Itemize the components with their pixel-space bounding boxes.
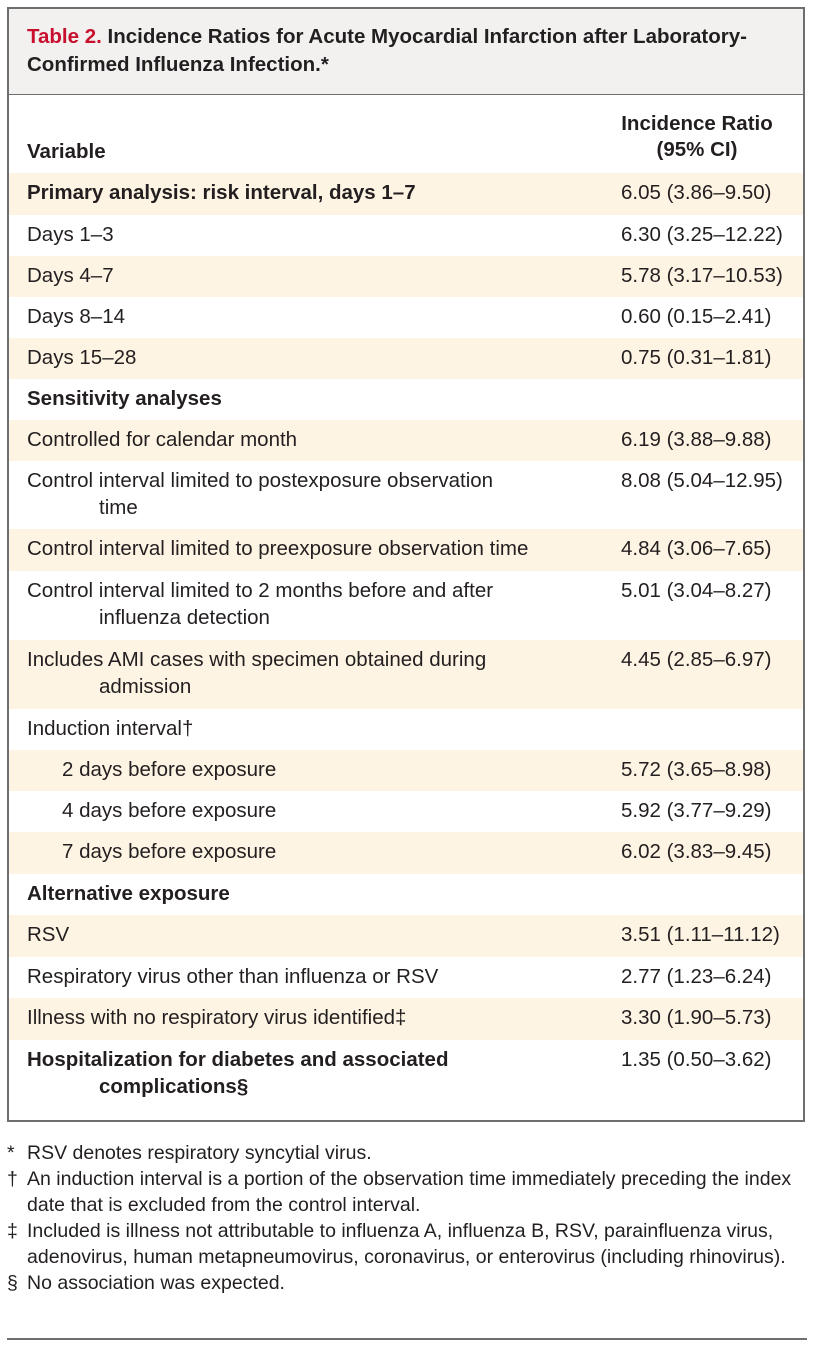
table-row: Primary analysis: risk interval, days 1–… [9,173,803,215]
row-value: 3.51 (1.11–11.12) [621,923,780,946]
column-header-ir-line1: Incidence Ratio [621,112,773,135]
column-header-incidence-ratio: Incidence Ratio (95% CI) [605,111,789,163]
row-label-line2: time [99,496,138,519]
table-frame: Table 2. Incidence Ratios for Acute Myoc… [7,7,805,1122]
column-header-variable: Variable [27,140,106,163]
row-label-line2: influenza detection [99,606,270,629]
footnote-text: RSV denotes respiratory syncytial virus. [27,1142,372,1164]
bottom-rule [7,1338,807,1340]
row-label: Primary analysis: risk interval, days 1–… [27,181,416,204]
row-label: Controlled for calendar month [27,428,298,451]
table-subsection-header: Induction interval† [9,709,803,750]
footnote: § No association was expected. [7,1270,807,1296]
row-label: Control interval limited to 2 months bef… [27,577,587,631]
row-value: 1.35 (0.50–3.62) [621,1048,772,1071]
footnote: * RSV denotes respiratory syncytial viru… [7,1140,807,1166]
table-row: 4 days before exposure 5.92 (3.77–9.29) [9,791,803,832]
row-value: 5.78 (3.17–10.53) [621,264,783,287]
row-value: 4.84 (3.06–7.65) [621,537,772,560]
table-label: Table 2. [27,25,102,48]
footnotes: * RSV denotes respiratory syncytial viru… [7,1140,807,1296]
table-row: 7 days before exposure 6.02 (3.83–9.45) [9,832,803,874]
table-row: Days 4–7 5.78 (3.17–10.53) [9,256,803,297]
row-value: 5.92 (3.77–9.29) [621,799,772,822]
row-label-line1: Control interval limited to 2 months bef… [27,579,494,602]
section-label: Alternative exposure [27,882,230,905]
row-label: RSV [27,923,70,946]
table-row: Control interval limited to preexposure … [9,529,803,571]
row-label: 4 days before exposure [62,799,277,822]
footnote-symbol: † [7,1168,18,1190]
footnote: † An induction interval is a portion of … [7,1166,807,1218]
subsection-label: Induction interval† [27,717,194,740]
table-row: Includes AMI cases with specimen obtaine… [9,640,803,709]
table-row: Respiratory virus other than influenza o… [9,957,803,998]
table-row: 2 days before exposure 5.72 (3.65–8.98) [9,750,803,791]
footnote-symbol: * [7,1142,15,1164]
row-label: Days 1–3 [27,223,114,246]
table-row: Days 15–28 0.75 (0.31–1.81) [9,338,803,379]
row-label: Hospitalization for diabetes and associa… [27,1046,587,1100]
footnote-text: Included is illness not attributable to … [27,1220,786,1268]
table-row: Days 1–3 6.30 (3.25–12.22) [9,215,803,256]
table-row: Illness with no respiratory virus identi… [9,998,803,1040]
row-label: 2 days before exposure [62,758,277,781]
row-label-line1: Hospitalization for diabetes and associa… [27,1048,449,1071]
row-label: 7 days before exposure [62,840,277,863]
row-label: Days 4–7 [27,264,114,287]
table-row: Control interval limited to postexposure… [9,461,803,529]
row-value: 6.19 (3.88–9.88) [621,428,772,451]
row-label-line2: admission [99,675,192,698]
footnote-text: No association was expected. [27,1272,285,1294]
column-header-ir-line2: (95% CI) [656,138,738,161]
row-value: 0.75 (0.31–1.81) [621,346,772,369]
row-value: 6.02 (3.83–9.45) [621,840,772,863]
row-value: 6.30 (3.25–12.22) [621,223,783,246]
row-value: 0.60 (0.15–2.41) [621,305,772,328]
row-label-line2: complications§ [99,1075,249,1098]
table-row: Days 8–14 0.60 (0.15–2.41) [9,297,803,338]
row-label: Illness with no respiratory virus identi… [27,1006,407,1029]
table-title: Table 2. Incidence Ratios for Acute Myoc… [9,9,803,95]
row-label-line1: Includes AMI cases with specimen obtaine… [27,648,487,671]
row-value: 6.05 (3.86–9.50) [621,181,772,204]
table-row: RSV 3.51 (1.11–11.12) [9,915,803,957]
table-row: Control interval limited to 2 months bef… [9,571,803,640]
footnote-symbol: § [7,1272,18,1294]
footnote-text: An induction interval is a portion of th… [27,1168,792,1216]
table-title-text: Incidence Ratios for Acute Myocardial In… [27,25,747,76]
section-label: Sensitivity analyses [27,387,222,410]
table-row: Controlled for calendar month 6.19 (3.88… [9,420,803,461]
row-value: 2.77 (1.23–6.24) [621,965,772,988]
row-label: Days 15–28 [27,346,137,369]
footnote: ‡ Included is illness not attributable t… [7,1218,807,1270]
row-value: 5.72 (3.65–8.98) [621,758,772,781]
table-row: Hospitalization for diabetes and associa… [9,1040,803,1108]
table-section-header: Sensitivity analyses [9,379,803,420]
row-label: Control interval limited to preexposure … [27,537,529,560]
row-label: Days 8–14 [27,305,126,328]
table-section-header: Alternative exposure [9,874,803,915]
row-label-line1: Control interval limited to postexposure… [27,469,494,492]
table-header: Variable Incidence Ratio (95% CI) [9,95,803,173]
footnote-symbol: ‡ [7,1220,18,1242]
row-label: Includes AMI cases with specimen obtaine… [27,646,587,700]
row-value: 4.45 (2.85–6.97) [621,648,772,671]
row-value: 5.01 (3.04–8.27) [621,579,772,602]
row-label: Respiratory virus other than influenza o… [27,965,439,988]
row-value: 8.08 (5.04–12.95) [621,469,783,492]
row-label: Control interval limited to postexposure… [27,467,587,521]
row-value: 3.30 (1.90–5.73) [621,1006,772,1029]
